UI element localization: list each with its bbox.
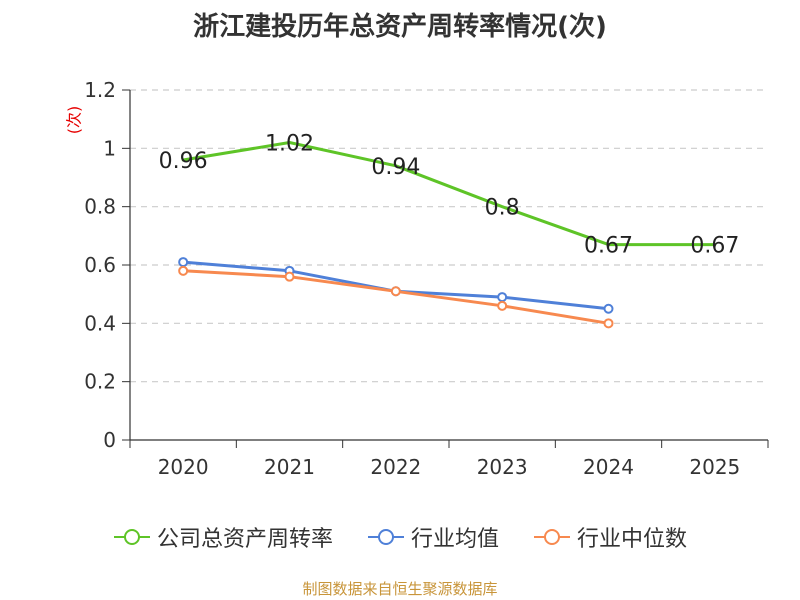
data-source-note: 制图数据来自恒生聚源数据库 bbox=[302, 580, 498, 598]
x-tick-label: 2024 bbox=[583, 455, 634, 479]
y-tick-label: 0.8 bbox=[84, 195, 116, 219]
y-tick-label: 1 bbox=[103, 136, 116, 160]
x-tick-label: 2022 bbox=[370, 455, 421, 479]
data-point-industry_avg bbox=[178, 257, 189, 268]
chart-title: 浙江建投历年总资产周转率情况(次) bbox=[193, 12, 607, 42]
legend-item-company[interactable]: 公司总资产周转率 bbox=[113, 521, 333, 553]
y-tick-label: 0.2 bbox=[84, 370, 116, 394]
data-point-industry_avg bbox=[603, 303, 614, 314]
series-line-company bbox=[181, 141, 717, 247]
y-tick-label: 0 bbox=[103, 428, 116, 452]
legend-company-line-icon bbox=[113, 529, 150, 545]
data-label-company: 0.67 bbox=[584, 234, 633, 259]
axes: 0 0.2 0.4 0.6 0.8 1 1.2 2020 2021 2022 2023 2024 202… bbox=[84, 78, 769, 479]
legend-industry-median-line-icon bbox=[534, 529, 570, 545]
data-label-company: 0.8 bbox=[485, 196, 520, 221]
data-label-company: 0.67 bbox=[690, 234, 739, 259]
legend-item-industry-median[interactable]: 行业中位数 bbox=[533, 521, 687, 553]
grid-lines bbox=[130, 89, 768, 383]
data-point-industry_median bbox=[497, 300, 508, 311]
data-point-industry_median bbox=[178, 265, 189, 276]
series-line-industry_median bbox=[181, 269, 610, 325]
legend-label-industry-median: 行业中位数 bbox=[577, 527, 688, 552]
data-point-industry_median bbox=[603, 318, 614, 329]
data-point-industry_median bbox=[390, 286, 401, 297]
x-tick-label: 2020 bbox=[158, 455, 209, 479]
x-tick-label: 2025 bbox=[689, 455, 740, 479]
y-tick-label: 0.4 bbox=[84, 311, 116, 335]
series-line-industry_avg bbox=[181, 260, 610, 311]
legend-industry-avg-line-icon bbox=[367, 529, 404, 545]
legend-label-company: 公司总资产周转率 bbox=[156, 527, 333, 552]
y-tick-label: 1.2 bbox=[84, 78, 116, 102]
y-tick-label: 0.6 bbox=[84, 253, 116, 277]
x-tick-label: 2021 bbox=[264, 455, 315, 479]
data-label-company: 1.02 bbox=[265, 132, 314, 157]
legend-item-industry-avg[interactable]: 行业均值 bbox=[367, 521, 499, 553]
data-label-company: 0.96 bbox=[159, 149, 208, 174]
legend-label-industry-avg: 行业均值 bbox=[410, 527, 499, 552]
x-tick-label: 2023 bbox=[477, 455, 528, 479]
data-labels: 0.96 1.02 0.94 0.8 0.67 0.67 bbox=[159, 132, 740, 259]
data-point-industry_avg bbox=[497, 292, 508, 303]
legend: 公司总资产周转率 行业均值 行业中位数 bbox=[0, 520, 800, 554]
series-lines bbox=[178, 141, 717, 329]
data-label-company: 0.94 bbox=[371, 155, 420, 180]
data-point-industry_median bbox=[284, 271, 295, 282]
